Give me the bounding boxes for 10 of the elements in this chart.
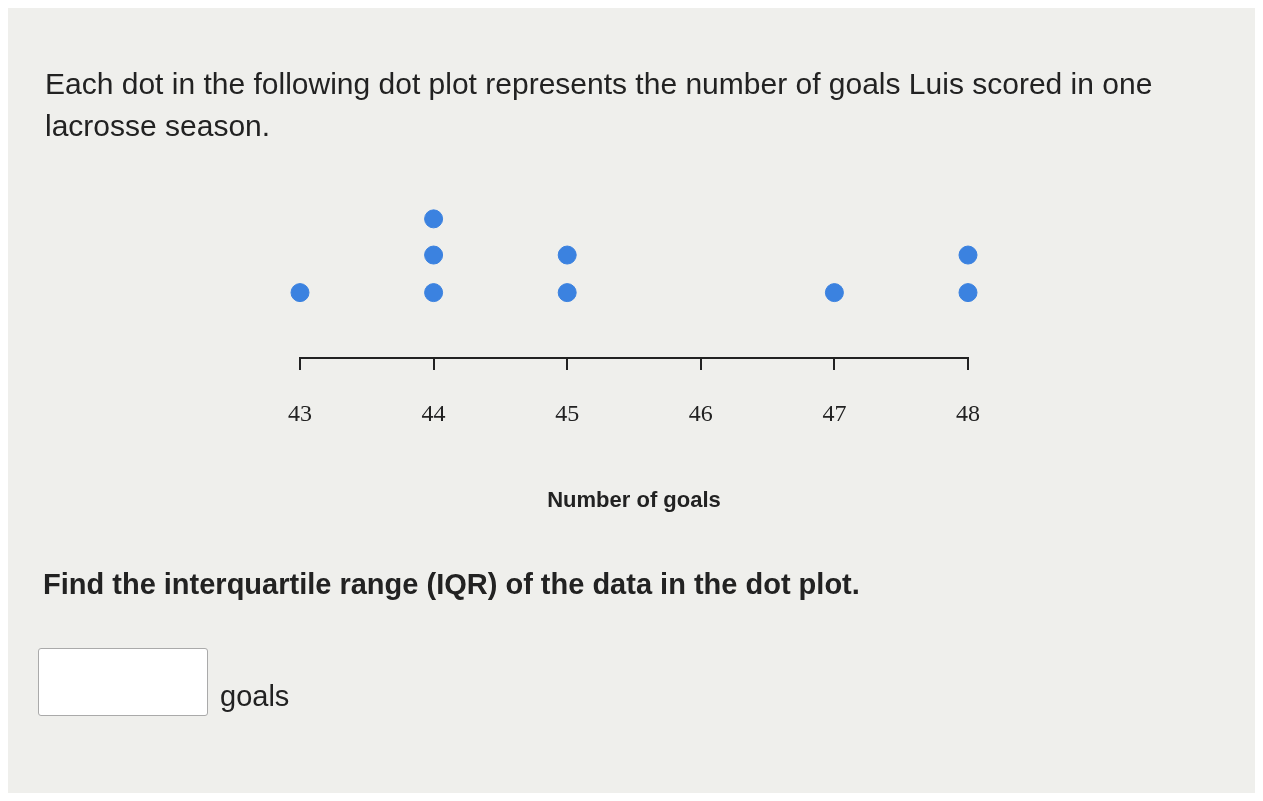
- x-tick-label: 47: [822, 399, 847, 426]
- chart-title: Each dot in the following dot plot represents the number of goals Luis scored in one lacrosse season.: [45, 66, 1154, 144]
- x-tick-label: 44: [421, 399, 446, 426]
- x-tick-label: 43: [288, 399, 312, 426]
- text: Find the interquartile range (IQR) of the data in the dot plot.: [43, 568, 860, 601]
- x-axis-title: Number of goals: [547, 486, 721, 512]
- x-tick-label: 48: [956, 399, 980, 426]
- text: goals: [220, 680, 290, 713]
- x-tick-label: 45: [555, 399, 580, 426]
- x-tick-label: 46: [688, 399, 713, 426]
